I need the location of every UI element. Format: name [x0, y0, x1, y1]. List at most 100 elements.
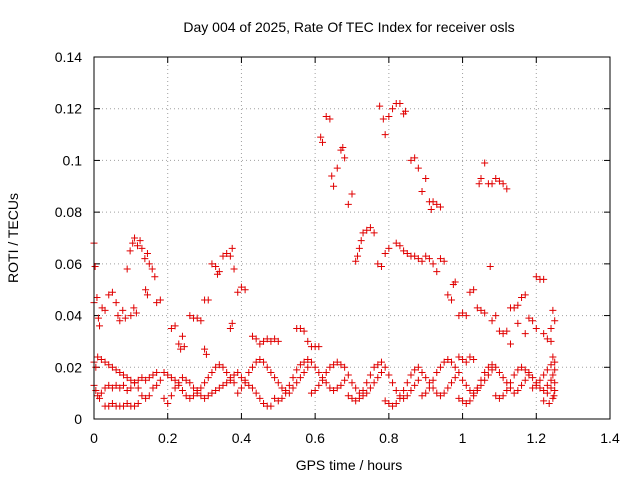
x-tick-label: 1 [459, 430, 467, 446]
data-point [119, 371, 127, 379]
data-point [448, 358, 456, 366]
data-point [545, 399, 553, 407]
data-point [267, 337, 275, 345]
data-point [492, 312, 500, 320]
data-point [492, 392, 500, 400]
data-point [514, 301, 522, 309]
data-point [112, 299, 120, 307]
data-point [440, 257, 448, 265]
data-point [149, 384, 157, 392]
data-point [425, 384, 433, 392]
data-point [315, 343, 323, 351]
x-tick-label: 0.6 [305, 430, 325, 446]
data-point [322, 112, 330, 120]
data-point [436, 255, 444, 263]
data-point [377, 262, 385, 270]
data-point [153, 299, 161, 307]
data-point [193, 389, 201, 397]
data-point [219, 363, 227, 371]
data-point [540, 330, 548, 338]
data-point [97, 356, 105, 364]
data-point [96, 322, 104, 330]
data-point [499, 180, 507, 188]
data-point [414, 255, 422, 263]
y-axis-label: ROTI / TECUs [5, 193, 21, 283]
data-point [96, 394, 104, 402]
data-point [112, 381, 120, 389]
data-point [167, 392, 175, 400]
data-point [296, 361, 304, 369]
data-point [433, 368, 441, 376]
data-point [551, 379, 559, 387]
data-point [215, 268, 223, 276]
data-point [543, 389, 551, 397]
x-tick-label: 0 [90, 430, 98, 446]
data-point [506, 340, 514, 348]
data-point [256, 340, 264, 348]
data-point [521, 376, 529, 384]
data-point [133, 242, 141, 250]
data-point [304, 337, 312, 345]
data-point [186, 394, 194, 402]
data-point [156, 296, 164, 304]
data-point [374, 361, 382, 369]
data-point [470, 392, 478, 400]
data-point [92, 363, 100, 371]
x-tick-labels: 0 0.2 0.4 0.6 0.8 1 1.2 1.4 [90, 430, 620, 446]
data-points [90, 100, 559, 410]
data-point [260, 399, 268, 407]
data-point [355, 244, 363, 252]
data-point [521, 291, 529, 299]
data-point [142, 394, 150, 402]
data-point [121, 314, 129, 322]
data-point [123, 265, 131, 273]
data-point [177, 345, 185, 353]
data-point [551, 358, 559, 366]
data-point [248, 384, 256, 392]
data-point [178, 387, 186, 395]
data-point [271, 374, 279, 382]
data-point [547, 337, 555, 345]
data-point [503, 185, 511, 193]
data-point [215, 384, 223, 392]
data-point [226, 252, 234, 260]
data-point [418, 257, 426, 265]
data-point [510, 304, 518, 312]
data-point [359, 229, 367, 237]
data-point [230, 371, 238, 379]
y-tick-label: 0.12 [55, 101, 82, 117]
data-point [333, 164, 341, 172]
data-point [108, 363, 116, 371]
data-point [363, 379, 371, 387]
data-point [525, 368, 533, 376]
data-point [403, 250, 411, 258]
data-point [403, 379, 411, 387]
data-point [484, 363, 492, 371]
data-point [459, 376, 467, 384]
y-tick-label: 0.04 [55, 308, 82, 324]
data-point [363, 389, 371, 397]
data-point [108, 288, 116, 296]
data-point [374, 374, 382, 382]
data-point [274, 379, 282, 387]
data-point [278, 394, 286, 402]
data-point [219, 381, 227, 389]
data-point [136, 237, 144, 245]
data-point [241, 376, 249, 384]
data-point [171, 376, 179, 384]
data-point [536, 376, 544, 384]
data-point [201, 394, 209, 402]
data-point [267, 368, 275, 376]
data-point [123, 399, 131, 407]
data-point [492, 363, 500, 371]
data-point [396, 100, 404, 108]
data-point [204, 374, 212, 382]
y-tick-label: 0 [74, 411, 82, 427]
data-point [145, 260, 153, 268]
data-point [319, 376, 327, 384]
data-point [422, 252, 430, 260]
data-point [407, 371, 415, 379]
data-point [455, 353, 463, 361]
data-point [256, 356, 264, 364]
data-point [422, 389, 430, 397]
